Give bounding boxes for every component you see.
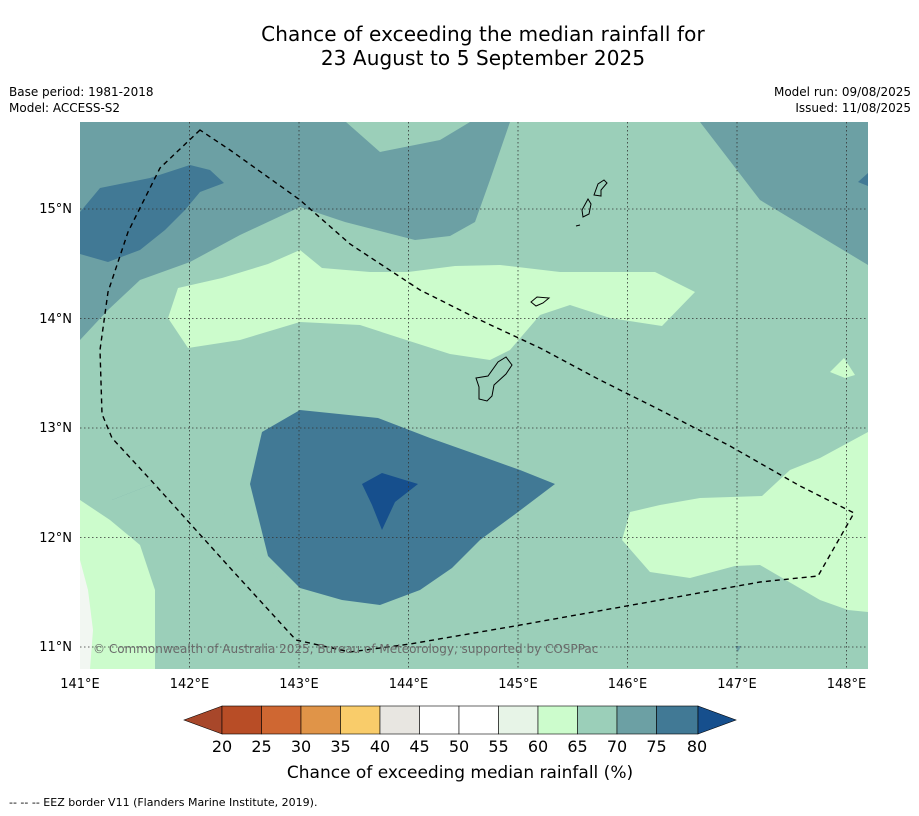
colorbar-bin-75-80 — [656, 705, 699, 735]
contour-80-plus — [362, 473, 418, 530]
lon-label-148: 148°E — [827, 677, 867, 692]
colorbar-low-arrow — [183, 705, 223, 735]
colorbar-bin-55-60 — [498, 705, 539, 735]
colorbar-tick-35: 35 — [330, 737, 350, 756]
colorbar-bin-40-45 — [379, 705, 420, 735]
lon-label-143: 143°E — [279, 677, 319, 692]
colorbar-title: Chance of exceeding median rainfall (%) — [287, 763, 633, 783]
model-run-text: Model run: 09/08/2025 — [773, 85, 911, 99]
contour-75-80-ne — [858, 173, 868, 186]
saipan-outline — [593, 179, 608, 197]
colorbar-bin-60-65 — [537, 705, 578, 735]
colorbar-bin-50-55 — [458, 705, 499, 735]
base-period-text: Base period: 1981-2018 — [9, 85, 154, 99]
guam-outline — [475, 356, 513, 402]
contour-60-65-central — [168, 250, 695, 360]
colorbar: 20 25 30 35 40 45 50 55 60 65 70 75 80 C… — [183, 705, 737, 783]
lon-label-144: 144°E — [389, 677, 429, 692]
lon-label-142: 142°E — [170, 677, 210, 692]
contour-marker-se — [735, 646, 741, 652]
lat-label-11: 11°N — [39, 640, 72, 655]
colorbar-bin-35-40 — [340, 705, 381, 735]
contour-75-80-central — [250, 410, 555, 605]
map-title: Chance of exceeding the median rainfall … — [0, 22, 919, 70]
contour-65-70-north — [346, 122, 470, 152]
colorbar-high-arrow — [697, 705, 737, 735]
colorbar-tick-75: 75 — [646, 737, 666, 756]
lon-label-145: 145°E — [498, 677, 538, 692]
tinian-outline — [581, 197, 592, 218]
colorbar-tick-20: 20 — [212, 737, 232, 756]
lat-label-13: 13°N — [39, 421, 72, 436]
colorbar-tick-80: 80 — [687, 737, 707, 756]
contour-60-65-spot — [830, 358, 855, 378]
lon-label-141: 141°E — [60, 677, 100, 692]
colorbar-bin-65-70 — [577, 705, 618, 735]
colorbar-tick-45: 45 — [409, 737, 429, 756]
issue-info: Model run: 09/08/2025 Issued: 11/08/2025 — [774, 84, 911, 116]
issued-date-text: Issued: 11/08/2025 — [795, 101, 911, 115]
colorbar-bin-45-50 — [419, 705, 460, 735]
title-line-2: 23 August to 5 September 2025 — [320, 46, 646, 70]
lat-label-12: 12°N — [39, 531, 72, 546]
colorbar-tick-25: 25 — [251, 737, 271, 756]
colorbar-bin-20-25 — [221, 705, 262, 735]
contour-60-65-west — [80, 500, 155, 669]
colorbar-bin-30-35 — [300, 705, 341, 735]
graticule — [80, 122, 868, 669]
lat-label-14: 14°N — [39, 312, 72, 327]
colorbar-tick-70: 70 — [607, 737, 627, 756]
colorbar-tick-40: 40 — [370, 737, 390, 756]
rota-outline — [530, 296, 551, 307]
contour-60-65-east — [622, 432, 868, 612]
colorbar-tick-65: 65 — [567, 737, 587, 756]
contour-55-60-west — [80, 560, 93, 669]
probability-contours — [80, 122, 868, 669]
colorbar-bin-70-75 — [616, 705, 657, 735]
copyright-text: © Commonwealth of Australia 2025, Bureau… — [93, 642, 598, 656]
model-info: Base period: 1981-2018 Model: ACCESS-S2 — [9, 84, 154, 116]
eez-border — [99, 129, 855, 653]
title-line-1: Chance of exceeding the median rainfall … — [261, 22, 705, 46]
colorbar-tick-50: 50 — [449, 737, 469, 756]
eez-legend-note: -- -- -- EEZ border V11 (Flanders Marine… — [9, 796, 318, 809]
colorbar-bin-25-30 — [261, 705, 302, 735]
lon-label-146: 146°E — [608, 677, 648, 692]
model-name-text: Model: ACCESS-S2 — [9, 101, 121, 115]
aguijan-outline — [575, 224, 581, 227]
island-outlines — [475, 179, 608, 402]
lat-label-15: 15°N — [39, 202, 72, 217]
lon-label-147: 147°E — [717, 677, 757, 692]
colorbar-tick-60: 60 — [528, 737, 548, 756]
contour-75-80-nw — [80, 165, 224, 262]
colorbar-tick-55: 55 — [488, 737, 508, 756]
colorbar-tick-30: 30 — [291, 737, 311, 756]
